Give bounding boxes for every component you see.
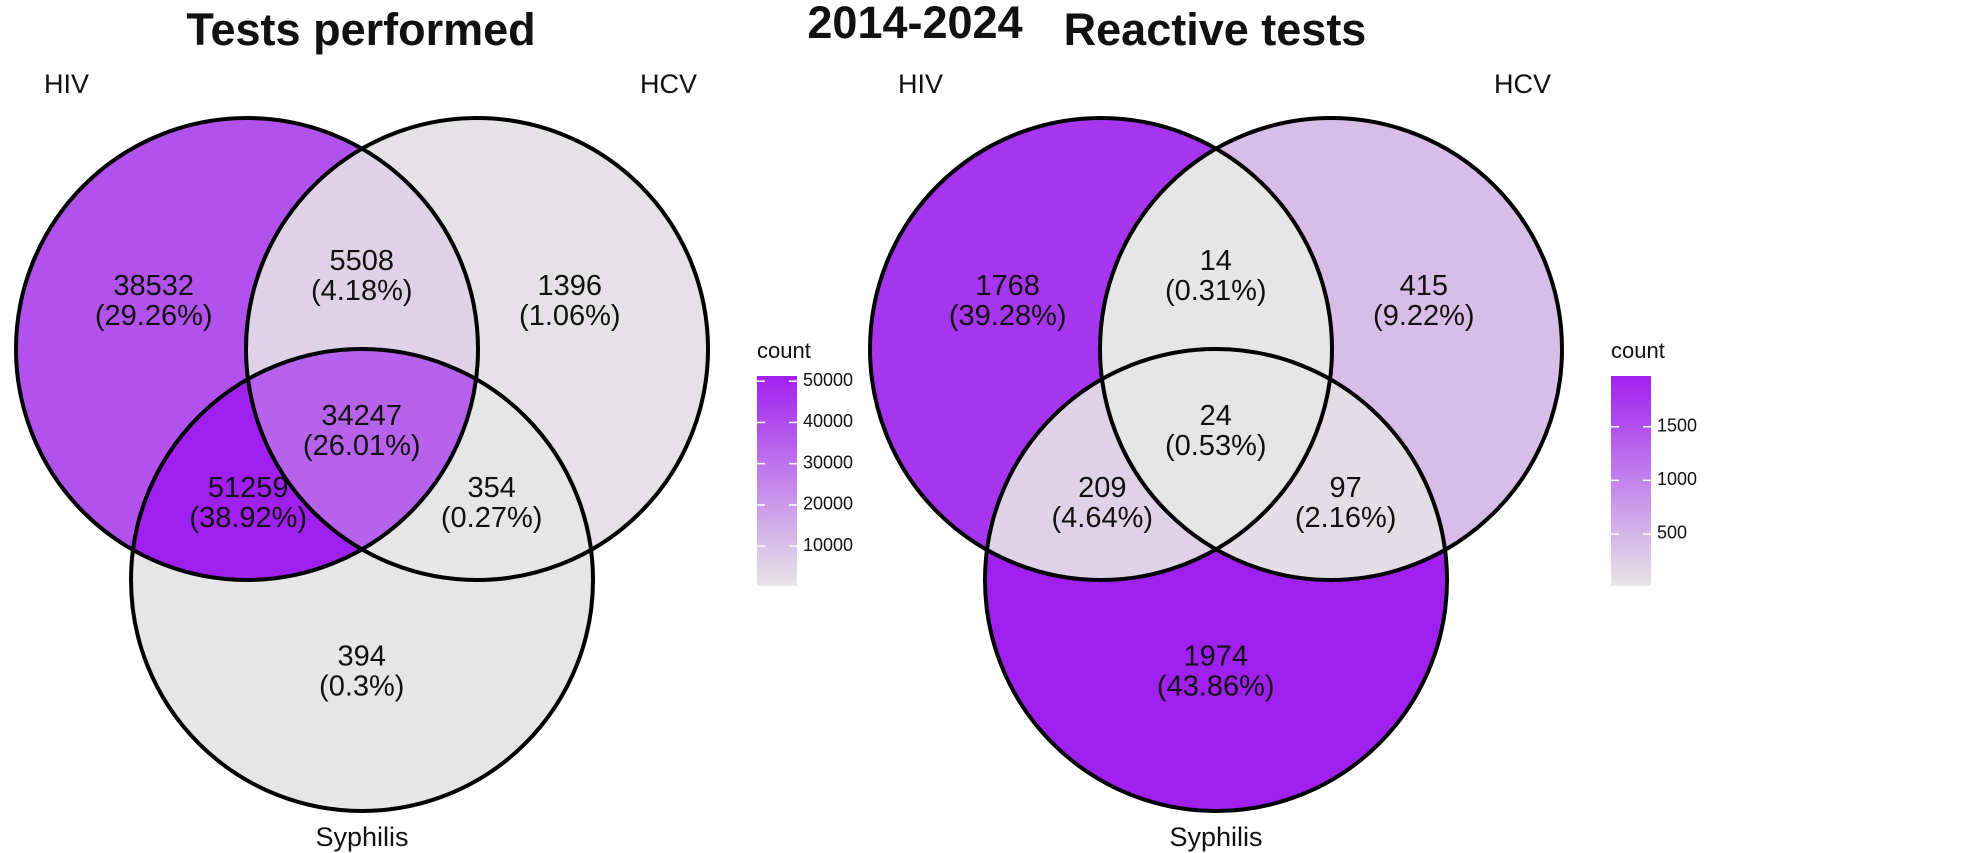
colorbar-tick-label: 500 (1657, 523, 1687, 543)
set-circle (1098, 116, 1564, 582)
chart-title: Tests performed (186, 4, 535, 55)
set-circle (14, 116, 480, 582)
colorbar-tick-label: 50000 (803, 370, 853, 390)
region-percent: (29.26%) (95, 300, 213, 332)
set-label: HIV (898, 69, 943, 99)
region-count: 415 (1400, 270, 1448, 302)
colorbar-title: count (757, 338, 811, 363)
colorbar (757, 376, 797, 586)
set-circle (983, 347, 1449, 813)
set-circle (868, 116, 1334, 582)
figure-title: 2014-2024 (807, 0, 1022, 48)
set-label: HIV (44, 69, 89, 99)
chart-title: Reactive tests (1064, 4, 1367, 55)
region-percent: (43.86%) (1157, 671, 1275, 703)
region-count: 1974 (1183, 641, 1248, 673)
set-label: Syphilis (1169, 822, 1262, 852)
region-count: 38532 (113, 270, 194, 302)
region-count: 394 (338, 641, 386, 673)
region-count: 1768 (975, 270, 1040, 302)
set-label: HCV (640, 69, 697, 99)
set-label: HCV (1494, 69, 1551, 99)
region-percent: (9.22%) (1373, 300, 1475, 332)
colorbar-tick-label: 10000 (803, 535, 853, 555)
colorbar-tick-label: 1500 (1657, 416, 1697, 436)
region-percent: (1.06%) (519, 300, 621, 332)
set-label: Syphilis (315, 822, 408, 852)
region-percent: (39.28%) (949, 300, 1067, 332)
colorbar-tick-label: 1000 (1657, 469, 1697, 489)
colorbar-tick-label: 20000 (803, 494, 853, 514)
colorbar-title: count (1611, 338, 1665, 363)
colorbar-tick-label: 40000 (803, 411, 853, 431)
region-count: 1396 (538, 270, 603, 302)
region-percent: (0.3%) (319, 671, 404, 703)
set-circle (244, 116, 710, 582)
set-circle (129, 347, 595, 813)
colorbar-tick-label: 30000 (803, 452, 853, 472)
